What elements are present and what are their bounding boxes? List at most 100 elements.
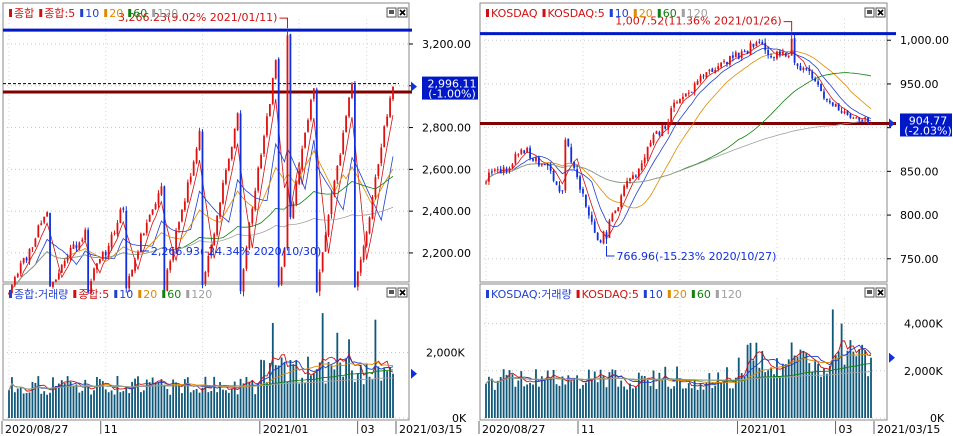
volume-bar [75,384,78,418]
volume-legend-item: 60 [167,288,181,301]
candle-body [661,124,664,136]
volume-bar [564,384,567,418]
maximize-icon-glyph [867,290,872,294]
candle-body [22,257,25,263]
candle-body [702,75,705,77]
candle-body [485,182,487,184]
candle-body [699,75,702,82]
current-price-value: 904.77 [909,114,948,127]
candle-body [327,215,330,236]
volume-bar [496,380,499,418]
volume-bar [667,386,670,418]
price-legend-item: 120 [157,7,178,20]
price-legend-swatch [9,9,12,17]
candle-body [57,273,60,280]
candle-body [652,134,655,144]
volume-bar [764,372,767,418]
volume-bar [134,378,136,418]
volume-bar [251,380,254,418]
candle-body [204,271,207,284]
candle-body [790,38,793,56]
volume-legend-swatch [643,290,647,298]
candle-body [761,41,764,44]
candle-body [386,116,389,126]
candle-body [490,171,493,173]
volume-ma-5-line [8,352,394,392]
candle-body [720,62,723,67]
close-icon-glyph [399,9,406,16]
candle-body [840,111,843,113]
volume-bar [292,364,295,418]
volume-bar [523,386,526,418]
volume-bar [837,351,840,418]
volume-bar [655,388,658,418]
candle-body [286,35,289,248]
volume-bar [608,372,611,418]
volume-bar [820,376,822,418]
volume-legend-item: 60 [697,288,711,301]
volume-bar [849,340,852,418]
volume-bar [726,367,728,418]
candle-body [125,210,128,289]
volume-bar [110,390,113,418]
candle-body [87,229,90,293]
volume-bar [25,393,28,418]
candle-body [658,132,661,135]
candle-body [682,96,684,100]
candle-body [773,56,775,58]
volume-bar [852,351,855,418]
volume-bar [582,384,584,418]
volume-bar [585,382,587,418]
price-legend-swatch [152,9,156,17]
candle-body [37,225,40,238]
volume-bar [16,388,19,418]
candle-body [808,68,811,72]
candle-body [230,146,233,159]
candle-body [368,217,371,234]
volume-bar [593,371,596,418]
volume-bar [60,380,63,418]
candle-body [749,42,752,55]
candle-body [292,203,295,219]
candle-body [834,103,837,107]
volume-bar [348,339,350,418]
candle-body [216,215,219,235]
volume-bar [796,356,799,418]
maximize-icon-glyph [867,10,872,14]
candle-body [254,190,257,210]
volume-bar [301,377,304,418]
ma-10-line [485,47,872,228]
volume-bar [227,392,230,418]
price-panel-frame [479,2,888,283]
candle-body [573,161,576,169]
candle-body [78,242,81,249]
close-icon-glyph [877,289,884,296]
candle-body [257,167,260,191]
candle-body [676,102,678,104]
volume-bar [260,359,262,418]
volume-legend-swatch [9,290,12,298]
volume-bar [380,380,383,418]
candle-body [540,164,543,166]
price-tick-label: 950.00 [900,78,939,91]
candle-body [183,201,186,210]
volume-tick-label: 0K [452,412,467,425]
candle-body [40,223,43,226]
volume-bar [690,388,693,418]
candle-body [93,268,95,280]
volume-bar [81,390,84,418]
volume-bar [488,376,490,418]
candle-body [587,207,590,216]
volume-bar [799,349,802,418]
candle-body [608,220,611,238]
candle-body [811,71,814,79]
candle-body [54,279,57,282]
candle-body [219,202,221,217]
volume-legend-swatch [186,290,190,298]
price-legend-item: 종합:5 [44,7,75,20]
volume-bar [128,393,131,418]
volume-bar [861,344,864,418]
candle-body [558,185,561,192]
volume-bar [867,376,869,418]
candle-body [227,158,230,171]
